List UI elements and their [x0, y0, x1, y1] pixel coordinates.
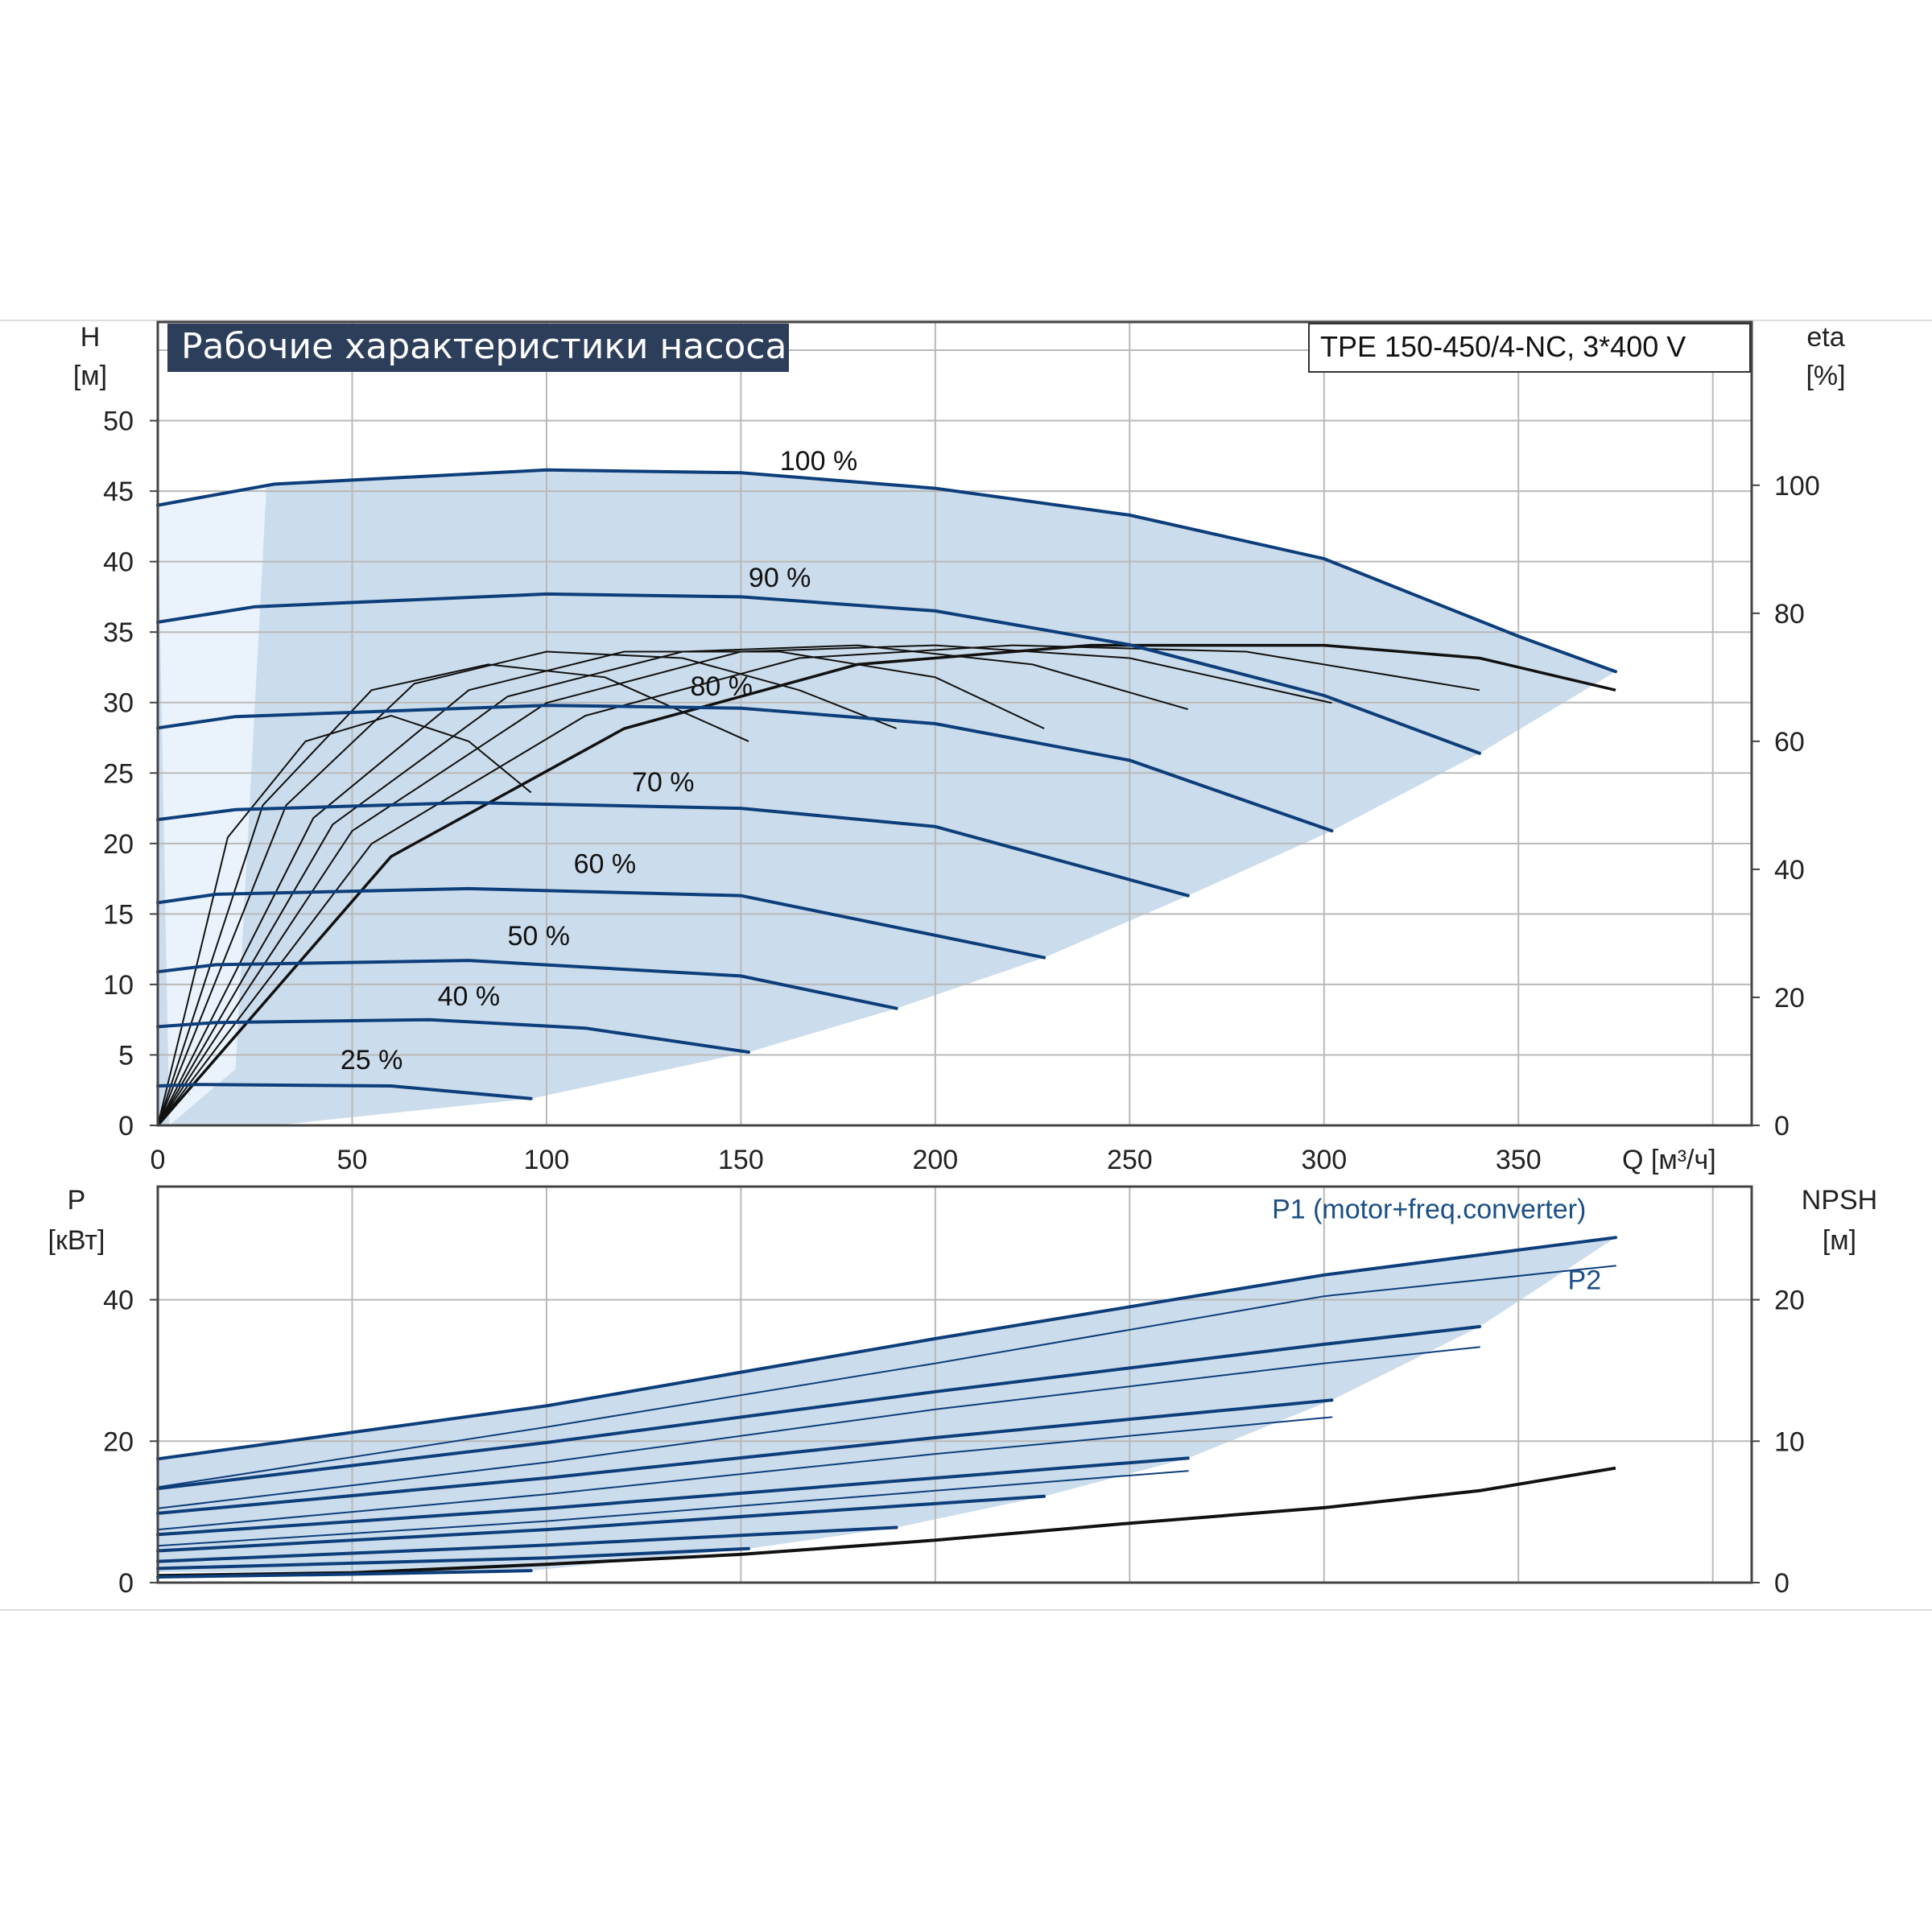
eta-curve: [157, 715, 532, 1126]
npsh-tick: 20: [1774, 1286, 1805, 1316]
head-curve: [156, 468, 1617, 674]
eta-tick: 100: [1774, 471, 1820, 502]
q-tick: 200: [912, 1145, 958, 1175]
eta-curve: [157, 650, 1045, 1126]
p-axis-label: P: [68, 1185, 86, 1216]
head-curves: [156, 468, 1617, 1100]
q-tick: 50: [337, 1145, 368, 1175]
hq-plot-frame: [156, 320, 1753, 1127]
speed-label: 40 %: [438, 981, 501, 1012]
working-area-fill: [158, 469, 1616, 1125]
speed-label: 80 %: [690, 671, 753, 702]
p1-curve: [156, 1236, 1617, 1461]
p-tick: 20: [103, 1426, 134, 1457]
q-tick: 250: [1107, 1145, 1153, 1175]
power-area-fill: [158, 1237, 1616, 1572]
h-tick: 30: [103, 688, 134, 719]
npsh-curve: [157, 1466, 1616, 1578]
eta-tick: 80: [1774, 599, 1805, 630]
h-axis-unit: [м]: [73, 361, 107, 391]
p2-curve: [157, 1470, 1189, 1547]
npsh-axis-label: NPSH: [1802, 1185, 1877, 1216]
model-box: [1308, 323, 1751, 373]
efficiency-curves: [156, 643, 1616, 1127]
head-curve: [156, 592, 1481, 755]
q-tick: 0: [151, 1145, 166, 1175]
p1-curve: [156, 1525, 898, 1563]
h-tick: 50: [103, 407, 134, 437]
power-area: [158, 1237, 1616, 1572]
eta-curve: [157, 650, 897, 1126]
hq-panel: 100 %90 %80 %70 %60 %50 %40 %25 % 0 50 100…: [73, 320, 1846, 1175]
hq-tick-labels: 0 50 100 150 200 250 300 3500510152025303540455…: [103, 407, 1820, 1175]
h-tick: 35: [103, 617, 134, 648]
h-tick: 40: [103, 547, 134, 578]
q-tick: 350: [1496, 1145, 1542, 1175]
power-curve-labels: P1 (motor+freq.converter) P2: [1272, 1195, 1601, 1296]
head-curve: [156, 959, 898, 1010]
speed-label: 60 %: [574, 849, 637, 880]
power-curve-label: P2: [1568, 1265, 1602, 1295]
h-tick: 25: [103, 758, 134, 789]
speed-label: 70 %: [632, 767, 695, 798]
working-area: [158, 469, 1616, 1125]
p1-curve: [156, 1569, 533, 1579]
npsh-axis-unit: [м]: [1823, 1225, 1856, 1256]
p1-curve: [156, 1456, 1190, 1537]
p2-curve: [157, 1346, 1480, 1509]
power-plot-frame: [156, 1185, 1753, 1584]
eta-axis-label: eta: [1806, 322, 1844, 353]
speed-label: 100 %: [780, 446, 857, 477]
eta-curve: [156, 643, 1616, 1127]
npsh-tick: 0: [1774, 1568, 1790, 1599]
h-tick: 45: [103, 477, 134, 507]
h-tick: 20: [103, 829, 134, 860]
head-curve: [156, 1018, 750, 1054]
npsh-line: [157, 1466, 1616, 1578]
speed-label: 90 %: [749, 563, 811, 593]
p-tick: 0: [118, 1568, 134, 1599]
h-tick: 5: [118, 1040, 134, 1071]
head-curve-labels: 100 % 90 % 80 % 70 % 60 % 50 %40 % 25 %: [341, 446, 857, 1075]
head-curve: [156, 800, 1190, 898]
eta-curve: [157, 644, 1480, 1126]
head-curve: [156, 886, 1046, 960]
eta-tick: 40: [1774, 855, 1805, 886]
head-curve: [156, 704, 1334, 833]
p1-curve: [156, 1325, 1481, 1491]
eta-tick: 20: [1774, 983, 1805, 1013]
q-tick: 300: [1301, 1145, 1347, 1175]
chart-title: Рабочие характеристики насоса: [181, 326, 786, 367]
p1-curve: [156, 1546, 750, 1571]
eta-axis-unit: [%]: [1806, 361, 1845, 391]
q-axis-label: Q [м³/ч]: [1622, 1145, 1716, 1175]
npsh-tick: 10: [1774, 1426, 1805, 1457]
speed-label: 50 %: [508, 921, 571, 952]
head-curve: [156, 1083, 533, 1100]
eta-tick: 60: [1774, 727, 1805, 758]
eta-tick: 0: [1774, 1111, 1790, 1141]
p-tick: 40: [103, 1286, 134, 1316]
power-curves: [156, 1236, 1617, 1579]
h-tick: 0: [118, 1111, 134, 1141]
p1-curve: [156, 1398, 1334, 1515]
p2-curve: [157, 1265, 1616, 1488]
speed-label: 25 %: [341, 1045, 403, 1075]
h-tick: 15: [103, 899, 134, 930]
h-tick: 10: [103, 970, 134, 1001]
q-tick: 150: [718, 1145, 764, 1175]
power-curve-label: P1 (motor+freq.converter): [1272, 1195, 1586, 1225]
p-axis-unit: [кВт]: [48, 1225, 105, 1256]
eta-curve: [157, 663, 749, 1126]
model-label: TPE 150-450/4-NC, 3*400 V: [1320, 330, 1686, 363]
power-panel: P1 (motor+freq.converter) P2 0 20 40 0 10 20 P…: [48, 1185, 1878, 1599]
q-tick: 100: [524, 1145, 570, 1175]
p2-curve: [157, 1416, 1333, 1531]
power-tick-labels: 0 20 40 0 10 20: [103, 1286, 1805, 1599]
p1-curve: [156, 1494, 1046, 1553]
h-axis-label: H: [80, 322, 101, 353]
title-box: [167, 324, 789, 372]
